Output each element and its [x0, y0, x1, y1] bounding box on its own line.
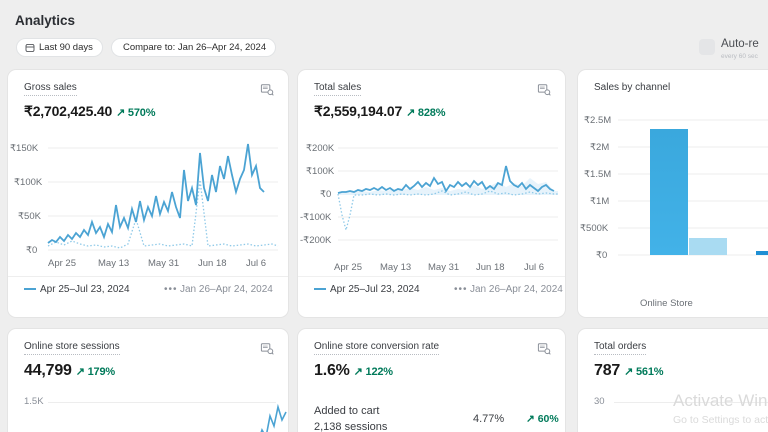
svg-text:₹500K: ₹500K — [580, 223, 609, 234]
svg-text:₹2.5M: ₹2.5M — [584, 115, 611, 126]
svg-text:₹200K: ₹200K — [306, 143, 335, 154]
svg-text:₹0: ₹0 — [596, 250, 607, 261]
svg-text:₹50K: ₹50K — [18, 211, 42, 222]
svg-text:₹1M: ₹1M — [590, 196, 609, 207]
svg-text:-₹100K: -₹100K — [300, 212, 332, 223]
svg-text:₹1.5M: ₹1.5M — [584, 169, 611, 180]
svg-text:₹100K: ₹100K — [14, 177, 43, 188]
svg-text:₹100K: ₹100K — [306, 166, 335, 177]
svg-text:₹2M: ₹2M — [590, 142, 609, 153]
svg-text:₹0: ₹0 — [26, 245, 37, 256]
svg-text:-₹200K: -₹200K — [300, 235, 332, 246]
svg-text:₹0: ₹0 — [320, 189, 331, 200]
svg-text:₹150K: ₹150K — [10, 143, 39, 154]
